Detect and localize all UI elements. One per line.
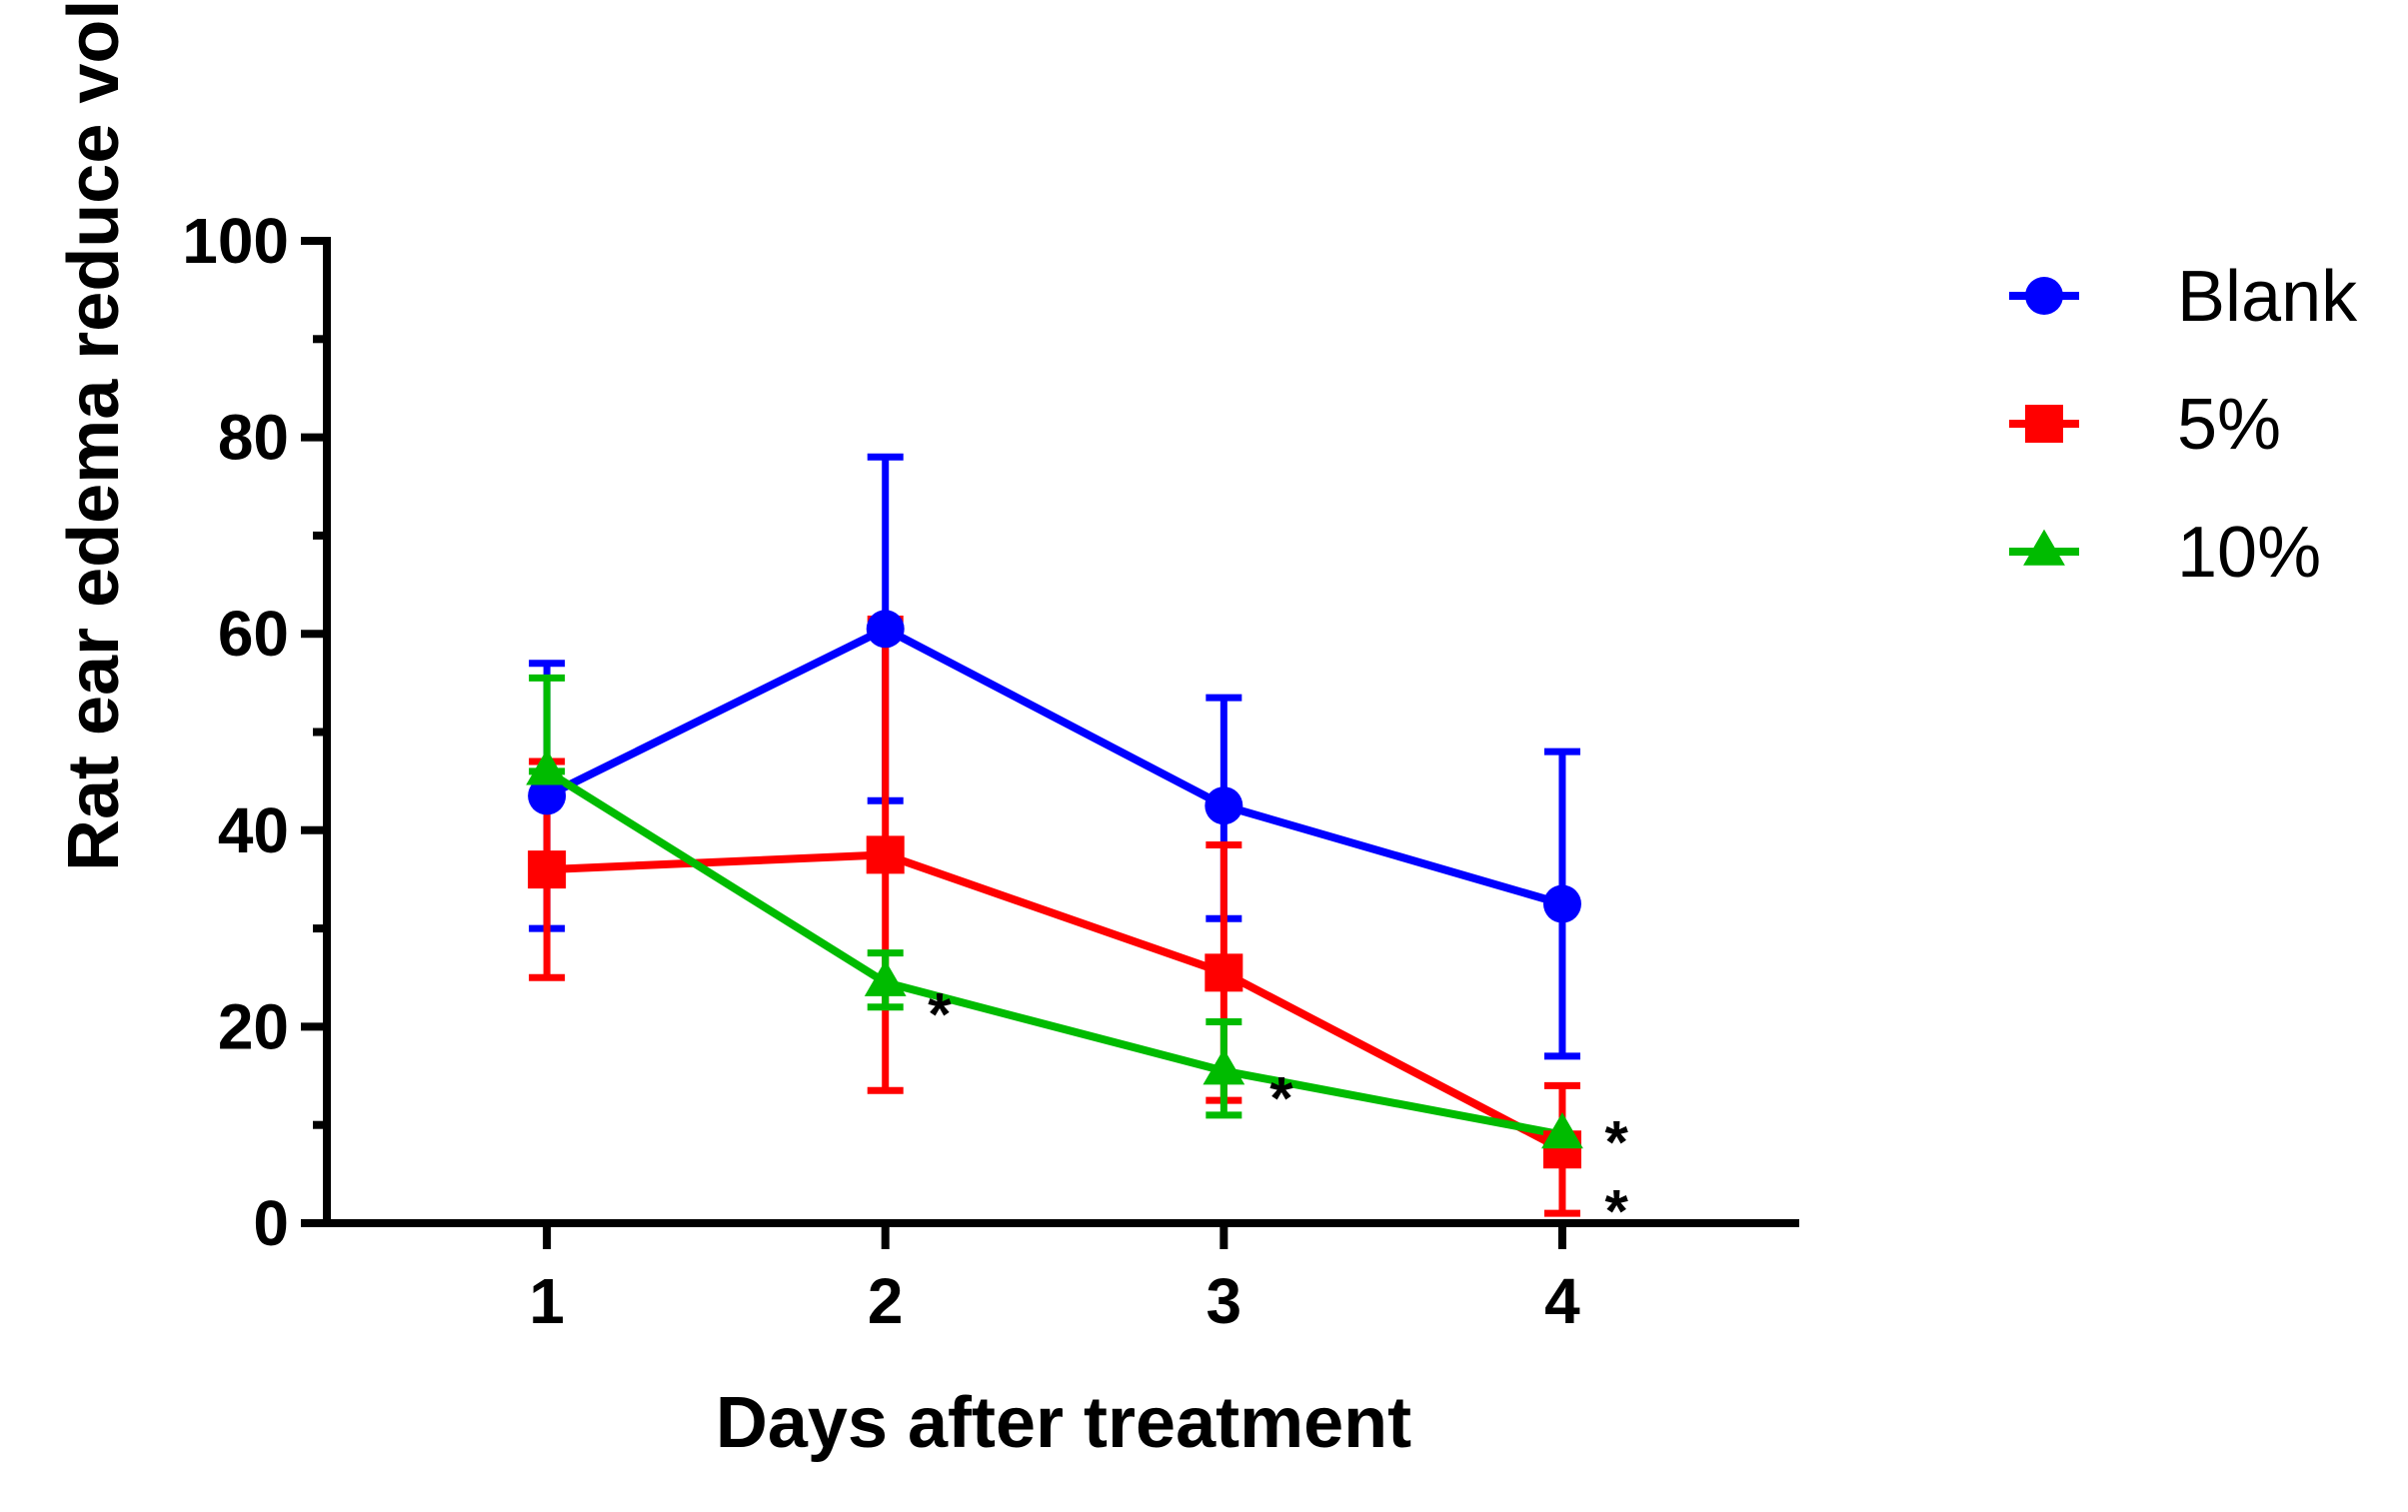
data-point	[528, 776, 567, 815]
data-point	[866, 835, 905, 874]
series-blank-points	[528, 610, 1581, 923]
data-point	[1542, 884, 1581, 923]
series-line-blank	[545, 625, 1564, 908]
x-tick-label: 4	[1544, 1265, 1580, 1337]
legend-label: 10%	[2177, 513, 2321, 593]
series-10pct-points	[526, 749, 1583, 1149]
x-tick-label: 1	[529, 1265, 565, 1337]
legend-item-5pct: 5%	[2009, 385, 2281, 465]
legend: Blank 5% 10%	[2009, 257, 2358, 593]
significance-asterisk: *	[1269, 1064, 1293, 1131]
y-tick-label: 40	[218, 794, 289, 866]
y-tick-label: 100	[182, 205, 289, 277]
data-point	[866, 610, 905, 649]
data-point	[1204, 786, 1243, 825]
series-5pct-points	[528, 835, 1581, 1169]
significance-asterisk: *	[928, 981, 952, 1048]
legend-item-10pct: 10%	[2009, 513, 2321, 593]
axes: 0 20 40 60 80 100 1 2 3 4	[182, 205, 1799, 1337]
data-point	[1541, 1112, 1583, 1149]
significance-asterisk: *	[1604, 1109, 1628, 1176]
y-axis-title: Rat ear edema reduce volume (mm3)	[50, 0, 135, 871]
series-line-5pct	[546, 850, 1564, 1153]
legend-item-blank: Blank	[2009, 257, 2358, 337]
y-tick-label: 80	[218, 402, 289, 474]
legend-marker	[2025, 405, 2063, 443]
legend-marker	[2023, 529, 2065, 566]
data-point	[864, 959, 907, 996]
significance-asterisk: *	[1604, 1177, 1628, 1244]
data-point	[1204, 953, 1243, 992]
data-point	[526, 749, 569, 785]
y-tick-label: 0	[253, 1187, 289, 1259]
y-tick-label: 60	[218, 598, 289, 670]
x-tick-label: 3	[1206, 1265, 1242, 1337]
x-tick-label: 2	[868, 1265, 904, 1337]
data-point	[1203, 1048, 1245, 1085]
x-axis-title: Days after treatment	[716, 1383, 1411, 1463]
legend-marker	[2025, 277, 2063, 315]
plot-area: ****	[526, 453, 1628, 1244]
y-axis-title-main: Rat ear edema reduce volume (mm	[54, 0, 134, 871]
axis-labels: Days after treatment Rat ear edema reduc…	[50, 0, 1411, 1463]
legend-label: 5%	[2177, 385, 2281, 465]
data-point	[528, 850, 567, 889]
legend-label: Blank	[2177, 257, 2358, 337]
y-tick-label: 20	[218, 990, 289, 1062]
series-blank-errorbars	[529, 453, 1580, 1060]
series-line-10pct	[544, 767, 1563, 1139]
